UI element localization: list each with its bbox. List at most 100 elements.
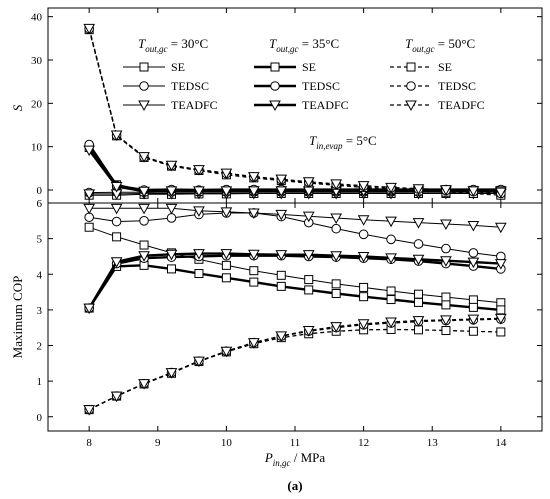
data-point-teadfc-50 — [494, 313, 507, 325]
data-point-teadfc-30 — [385, 216, 397, 228]
data-point-teadfc-35 — [302, 250, 315, 261]
y-tick-label: 20 — [31, 98, 43, 110]
legend-marker-triangle — [138, 100, 150, 112]
data-point-teadfc-35 — [220, 186, 233, 197]
x-tick-label: 10 — [221, 437, 233, 449]
data-point-teadfc-30 — [330, 213, 343, 224]
legend-label-se: SE — [438, 60, 452, 74]
data-point-teadfc-50 — [247, 172, 260, 183]
data-point-teadfc-35 — [385, 253, 397, 264]
data-point-teadfc-35 — [110, 182, 123, 193]
x-tick-label: 8 — [86, 437, 92, 449]
data-point-se-30 — [139, 240, 149, 250]
data-point-teadfc-50 — [193, 165, 205, 176]
data-point-se-35 — [359, 292, 369, 302]
data-point-teadfc-30 — [494, 222, 507, 234]
data-point-se-30 — [249, 266, 259, 276]
data-point-teadfc-30 — [165, 203, 178, 215]
y-tick-label: 5 — [37, 234, 43, 246]
data-point-teadfc-50 — [83, 405, 96, 416]
data-point-teadfc-35 — [110, 257, 123, 268]
data-point-se-35 — [194, 269, 204, 279]
data-point-teadfc-50 — [467, 314, 480, 326]
data-point-teadfc-50 — [247, 338, 260, 349]
x-axis-title: Pin,gc / MPa — [264, 450, 326, 468]
data-point-se-50 — [496, 327, 506, 337]
legend-label-teadfc: TEADFC — [438, 98, 485, 112]
data-point-teadfc-50 — [330, 322, 343, 333]
legend-header-50: Tout,gc = 50°C — [405, 36, 475, 54]
data-point-teadfc-30 — [138, 203, 150, 215]
legend-label-tedsc: TEDSC — [171, 79, 209, 93]
data-point-se-35 — [441, 300, 451, 310]
data-point-teadfc-35 — [138, 251, 150, 262]
data-point-teadfc-50 — [165, 160, 178, 172]
data-point-teadfc-35 — [193, 249, 205, 260]
data-point-teadfc-30 — [83, 189, 96, 200]
data-point-teadfc-50 — [440, 185, 452, 196]
x-tick-label: 14 — [495, 437, 507, 449]
data-point-se-30 — [112, 232, 122, 242]
legend-label-tedsc: TEDSC — [438, 79, 476, 93]
data-point-teadfc-50 — [385, 317, 397, 329]
y-tick-label: 6 — [37, 198, 43, 210]
top-panel-series — [83, 23, 507, 200]
data-point-se-30 — [386, 286, 396, 296]
x-tick-label: 12 — [358, 437, 369, 449]
data-point-teadfc-35 — [83, 303, 96, 315]
data-point-se-30 — [304, 275, 314, 285]
data-point-teadfc-50 — [220, 168, 233, 180]
legend-marker-square — [406, 62, 416, 72]
data-point-teadfc-30 — [220, 207, 233, 218]
data-point-teadfc-50 — [494, 187, 507, 199]
data-point-teadfc-50 — [138, 152, 150, 163]
data-point-tedsc-30 — [413, 239, 424, 249]
data-point-se-50 — [441, 326, 451, 336]
data-point-tedsc-30 — [386, 234, 396, 245]
data-point-teadfc-50 — [357, 319, 370, 330]
data-point-teadfc-30 — [412, 218, 425, 229]
legend: Tout,gc = 30°C SE TEDSC TEADFC Tout,gc = 35°… — [123, 36, 485, 112]
data-point-teadfc-50 — [220, 346, 233, 358]
y-tick-label: 3 — [37, 305, 43, 317]
data-point-se-35 — [468, 302, 478, 312]
data-point-teadfc-50 — [110, 391, 123, 403]
bottom-y-axis-title: Maximum COP — [10, 276, 25, 359]
data-point-se-30 — [84, 222, 94, 232]
data-point-se-30 — [221, 260, 231, 270]
data-point-teadfc-50 — [83, 23, 96, 35]
legend-header-35: Tout,gc = 35°C — [269, 36, 339, 54]
data-point-teadfc-50 — [385, 182, 397, 194]
data-point-teadfc-50 — [138, 379, 150, 390]
data-point-teadfc-35 — [220, 249, 233, 260]
data-point-teadfc-30 — [110, 203, 123, 215]
data-point-teadfc-50 — [302, 177, 315, 188]
legend-label-se: SE — [302, 60, 316, 74]
data-point-teadfc-35 — [494, 259, 507, 270]
legend-marker-triangle — [405, 100, 417, 112]
data-point-se-35 — [276, 281, 286, 291]
series-line-tedsc-35 — [88, 254, 501, 309]
y-tick-label: 2 — [37, 341, 43, 353]
data-point-teadfc-35 — [467, 257, 480, 269]
data-point-tedsc-30 — [166, 213, 177, 223]
data-point-teadfc-35 — [330, 251, 343, 262]
bottom-panel-frame — [47, 202, 543, 432]
data-point-teadfc-50 — [275, 174, 288, 186]
x-tick-label: 13 — [427, 437, 439, 449]
data-point-teadfc-50 — [467, 186, 480, 197]
series-line-se-50 — [88, 328, 501, 411]
series-line-teadfc-35 — [88, 149, 501, 193]
legend-label-teadfc: TEADFC — [302, 98, 349, 112]
series-line-se-30 — [89, 226, 501, 304]
data-point-se-50 — [468, 326, 478, 336]
data-point-teadfc-50 — [302, 326, 315, 337]
legend-header-30: Tout,gc = 30°C — [138, 36, 208, 54]
data-point-se-35 — [249, 277, 259, 287]
legend-label-teadfc: TEADFC — [171, 98, 218, 112]
data-point-teadfc-35 — [83, 145, 96, 157]
y-tick-label: 40 — [31, 12, 43, 24]
data-point-se-30 — [414, 289, 423, 299]
data-point-teadfc-50 — [275, 331, 288, 342]
series-line-teadfc-30 — [89, 207, 501, 228]
